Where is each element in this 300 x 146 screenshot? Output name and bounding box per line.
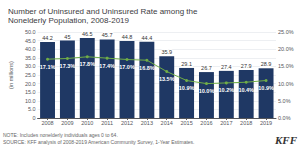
svg-text:25.0%: 25.0% [278, 29, 294, 35]
svg-text:0.0%: 0.0% [278, 115, 291, 121]
svg-text:45.7: 45.7 [102, 32, 113, 38]
svg-text:40.0: 40.0 [25, 46, 36, 52]
svg-text:SOURCE: KFF analysis of 2008-2: SOURCE: KFF analysis of 2008-2019 Americ… [3, 139, 194, 145]
svg-text:2014: 2014 [161, 120, 173, 126]
svg-text:35.9: 35.9 [161, 49, 172, 55]
svg-text:17.1%: 17.1% [40, 64, 56, 70]
svg-text:25.0: 25.0 [25, 72, 36, 78]
svg-text:10.2%: 10.2% [219, 87, 235, 93]
svg-text:45: 45 [64, 34, 70, 40]
svg-text:20.0: 20.0 [25, 81, 36, 87]
svg-text:2008: 2008 [41, 120, 53, 126]
svg-text:27.4: 27.4 [221, 64, 232, 70]
svg-text:28.9: 28.9 [261, 61, 272, 67]
svg-text:15.0: 15.0 [25, 89, 36, 95]
svg-text:35.0: 35.0 [25, 55, 36, 61]
svg-text:44.8: 44.8 [122, 34, 133, 40]
svg-text:2012: 2012 [121, 120, 133, 126]
svg-text:(in millions): (in millions) [8, 61, 14, 89]
svg-text:2016: 2016 [200, 120, 212, 126]
svg-text:10.9%: 10.9% [258, 85, 274, 91]
svg-text:44.4: 44.4 [142, 35, 153, 41]
svg-text:Number of Uninsured and Uninsu: Number of Uninsured and Uninsured Rate a… [8, 7, 198, 16]
svg-text:2011: 2011 [101, 120, 113, 126]
svg-text:44.2: 44.2 [42, 35, 53, 41]
svg-text:13.5%: 13.5% [159, 76, 175, 82]
svg-text:15.0%: 15.0% [278, 63, 294, 69]
svg-text:26.7: 26.7 [201, 65, 212, 71]
svg-text:2019: 2019 [260, 120, 272, 126]
svg-text:10.0%: 10.0% [199, 88, 215, 94]
svg-text:NOTE: Includes nonelderly indi: NOTE: Includes nonelderly individuals ag… [3, 132, 118, 138]
svg-text:17.8%: 17.8% [79, 61, 95, 67]
svg-text:10.0%: 10.0% [278, 81, 294, 87]
svg-text:16.8%: 16.8% [139, 65, 155, 71]
svg-text:2015: 2015 [180, 120, 192, 126]
svg-text:20.0%: 20.0% [278, 46, 294, 52]
svg-text:2018: 2018 [240, 120, 252, 126]
svg-text:50.0: 50.0 [25, 29, 36, 35]
svg-text:2009: 2009 [61, 120, 73, 126]
svg-text:2010: 2010 [81, 120, 93, 126]
svg-text:17.3%: 17.3% [60, 63, 76, 69]
svg-text:10.9%: 10.9% [179, 85, 195, 91]
svg-text:45.0: 45.0 [25, 38, 36, 44]
svg-text:27.9: 27.9 [241, 63, 252, 69]
svg-text:0: 0 [33, 115, 36, 121]
svg-text:29.1: 29.1 [181, 61, 192, 67]
svg-text:17.4%: 17.4% [99, 63, 115, 69]
svg-text:Nonelderly Population, 2008-20: Nonelderly Population, 2008-2019 [8, 16, 130, 25]
svg-text:5.0: 5.0 [28, 106, 36, 112]
svg-text:2013: 2013 [141, 120, 153, 126]
svg-text:46.5: 46.5 [82, 31, 93, 37]
svg-text:10.4%: 10.4% [238, 87, 254, 93]
svg-text:KFF: KFF [274, 134, 298, 146]
svg-text:2017: 2017 [220, 120, 232, 126]
svg-text:17.0%: 17.0% [119, 64, 135, 70]
svg-text:30.0: 30.0 [25, 63, 36, 69]
svg-text:10.0: 10.0 [25, 98, 36, 104]
svg-text:5.0%: 5.0% [278, 98, 291, 104]
